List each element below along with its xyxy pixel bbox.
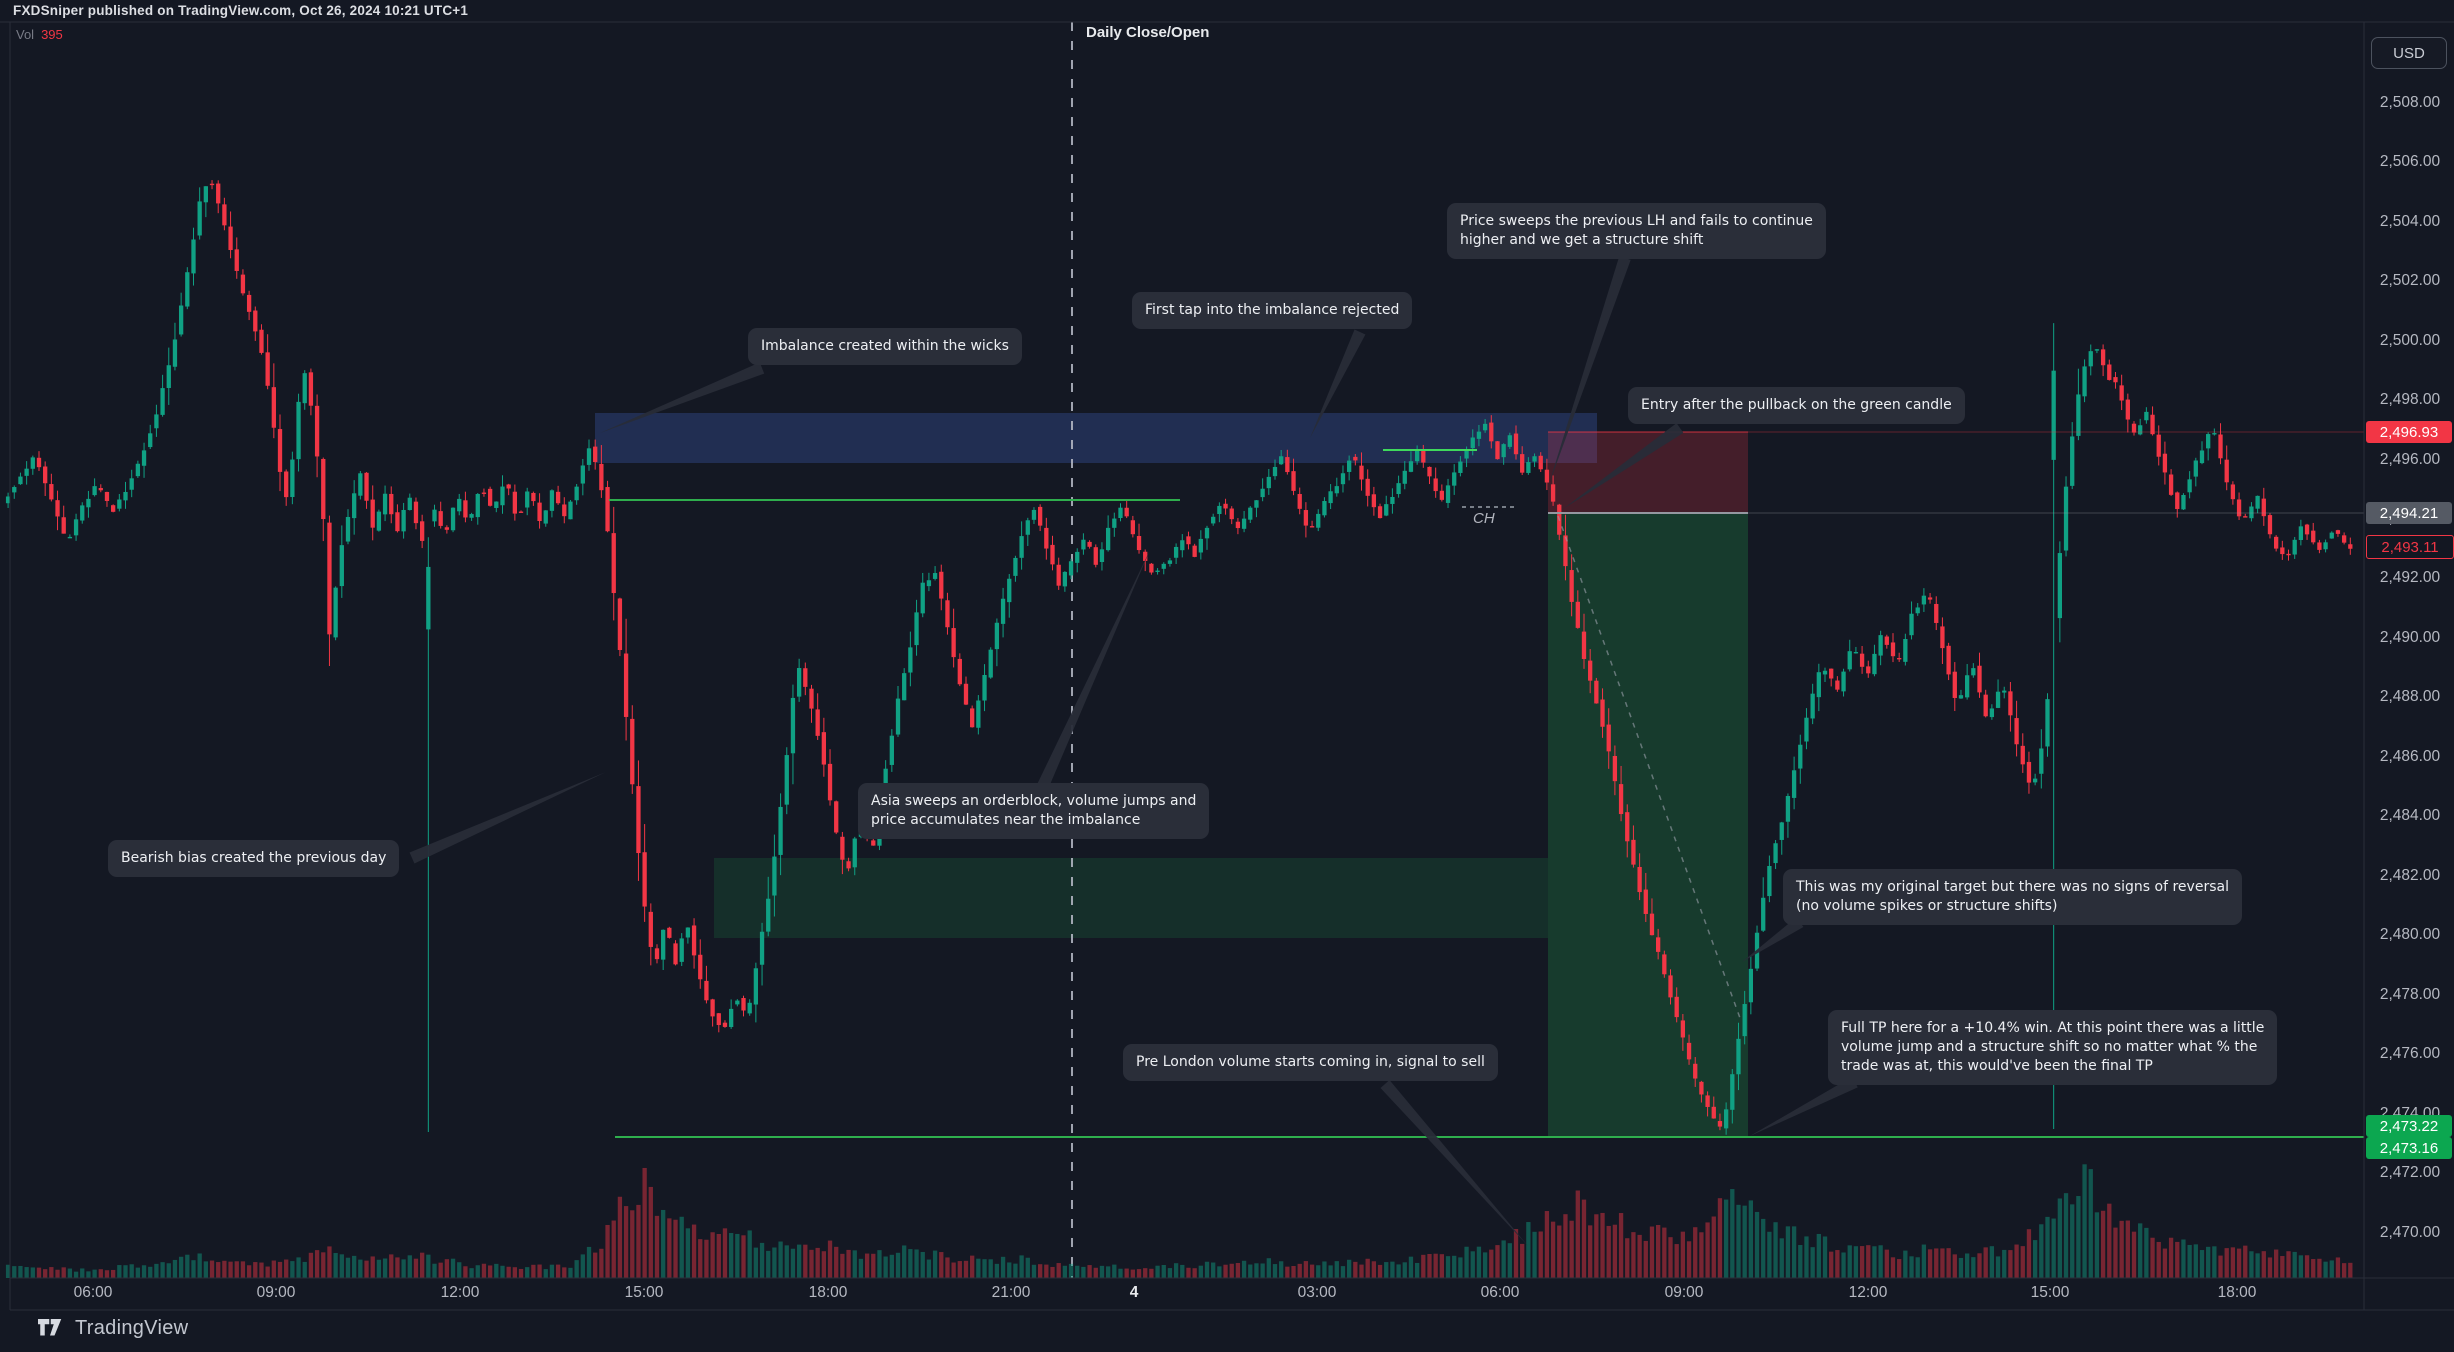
annotation-text-line: Entry after the pullback on the green ca…: [1641, 397, 1952, 413]
price-badge-249311: 2,493.11: [2366, 535, 2454, 559]
drawing-zones: [595, 413, 1748, 1137]
time-axis-label[interactable]: 18:00: [808, 1284, 848, 1301]
price-axis-label[interactable]: 2,508.00: [2379, 94, 2441, 111]
tradingview-logo-icon: [38, 1319, 62, 1336]
daily-close-open-label: Daily Close/Open: [1086, 24, 1210, 41]
imbalance-note[interactable]: Imbalance created within the wicks: [748, 328, 1022, 365]
annotation-text-line: price accumulates near the imbalance: [871, 812, 1141, 828]
time-axis-label[interactable]: 06:00: [73, 1284, 113, 1301]
price-badge-249693: 2,496.93: [2366, 421, 2452, 443]
annotation-text-line: Asia sweeps an orderblock, volume jumps …: [871, 793, 1197, 809]
full-tp-note[interactable]: Full TP here for a +10.4% win. At this p…: [1828, 1010, 2278, 1085]
tradingview-logo-text: TradingView: [75, 1316, 189, 1339]
target-note[interactable]: This was my original target but there wa…: [1783, 869, 2242, 925]
price-axis-label[interactable]: 2,478.00: [2379, 986, 2441, 1003]
price-badge-247316: 2,473.16: [2366, 1137, 2452, 1159]
change-of-character-label: CH: [1473, 510, 1495, 527]
price-badge-247322: 2,473.22: [2366, 1115, 2452, 1137]
price-axis-label[interactable]: 2,488.00: [2379, 688, 2441, 705]
annotation-text-line: First tap into the imbalance rejected: [1145, 302, 1400, 318]
price-axis-label[interactable]: 2,480.00: [2379, 926, 2441, 943]
time-axis-label[interactable]: 03:00: [1297, 1284, 1337, 1301]
volume-indicator-value: 395: [41, 27, 63, 42]
annotation-text-line: This was my original target but there wa…: [1796, 879, 2229, 895]
price-badge-249421: 2,494.21: [2366, 502, 2452, 524]
time-axis-label[interactable]: 4: [1129, 1284, 1139, 1301]
annotation-pointers: [409, 256, 1858, 1246]
annotation-text-line: Full TP here for a +10.4% win. At this p…: [1841, 1020, 2265, 1036]
price-axis-label[interactable]: 2,472.00: [2379, 1164, 2441, 1181]
bearish-note[interactable]: Bearish bias created the previous day: [108, 840, 400, 877]
drawing-lines: [609, 431, 2364, 1138]
asia-note[interactable]: Asia sweeps an orderblock, volume jumps …: [858, 783, 1210, 839]
annotation-text-line: higher and we get a structure shift: [1460, 232, 1704, 248]
time-axis-label[interactable]: 15:00: [2030, 1284, 2070, 1301]
tradingview-logo[interactable]: TradingView: [38, 1316, 188, 1340]
price-axis-label[interactable]: 2,506.00: [2379, 153, 2441, 170]
projection-dashed-line[interactable]: [1557, 515, 1741, 1019]
position-profit-zone[interactable]: [1548, 513, 1748, 1137]
price-axis-label[interactable]: 2,470.00: [2379, 1224, 2441, 1241]
time-axis-label[interactable]: 12:00: [1848, 1284, 1888, 1301]
time-axis-label[interactable]: 09:00: [1664, 1284, 1704, 1301]
annotation-text-line: Bearish bias created the previous day: [121, 850, 387, 866]
pane-borders: [0, 21, 2454, 1311]
entry-note[interactable]: Entry after the pullback on the green ca…: [1628, 387, 1965, 424]
pre-london-note[interactable]: Pre London volume starts coming in, sign…: [1123, 1044, 1498, 1081]
time-axis-label[interactable]: 18:00: [2217, 1284, 2257, 1301]
imbalance-zone[interactable]: [595, 413, 1597, 463]
price-axis-label[interactable]: 2,482.00: [2379, 867, 2441, 884]
currency-unit-badge[interactable]: USD: [2371, 37, 2447, 69]
publication-header: FXDSniper published on TradingView.com, …: [13, 3, 469, 18]
volume-series: [5, 1164, 2353, 1278]
price-axis-label[interactable]: 2,498.00: [2379, 391, 2441, 408]
price-axis-label[interactable]: 2,504.00: [2379, 213, 2441, 230]
annotation-text-line: Imbalance created within the wicks: [761, 338, 1009, 354]
annotation-text-line: (no volume spikes or structure shifts): [1796, 898, 2058, 914]
price-axis-label[interactable]: 2,486.00: [2379, 748, 2441, 765]
volume-indicator-legend[interactable]: Vol 395: [16, 27, 63, 42]
position-stop-zone[interactable]: [1548, 432, 1748, 513]
annotation-text-line: volume jump and a structure shift so no …: [1841, 1039, 2258, 1055]
time-axis-label[interactable]: 12:00: [440, 1284, 480, 1301]
annotation-text-line: trade was at, this would've been the fin…: [1841, 1058, 2153, 1074]
first-tap-note[interactable]: First tap into the imbalance rejected: [1132, 292, 1413, 329]
accumulation-zone[interactable]: [714, 858, 1548, 938]
annotation-text-line: Price sweeps the previous LH and fails t…: [1460, 213, 1813, 229]
time-axis-label[interactable]: 21:00: [991, 1284, 1031, 1301]
time-axis-label[interactable]: 09:00: [256, 1284, 296, 1301]
time-axis-label[interactable]: 15:00: [624, 1284, 664, 1301]
time-axis-label[interactable]: 06:00: [1480, 1284, 1520, 1301]
price-axis-label[interactable]: 2,490.00: [2379, 629, 2441, 646]
price-axis-label[interactable]: 2,496.00: [2379, 451, 2441, 468]
volume-indicator-label: Vol: [16, 27, 35, 42]
price-axis-label[interactable]: 2,476.00: [2379, 1045, 2441, 1062]
price-axis-label[interactable]: 2,492.00: [2379, 569, 2441, 586]
sweep-note[interactable]: Price sweeps the previous LH and fails t…: [1447, 203, 1826, 259]
candlestick-series: [5, 180, 2353, 1135]
price-axis-label[interactable]: 2,502.00: [2379, 272, 2441, 289]
price-axis-label[interactable]: 2,484.00: [2379, 807, 2441, 824]
annotation-text-line: Pre London volume starts coming in, sign…: [1136, 1054, 1485, 1070]
price-axis-label[interactable]: 2,500.00: [2379, 332, 2441, 349]
